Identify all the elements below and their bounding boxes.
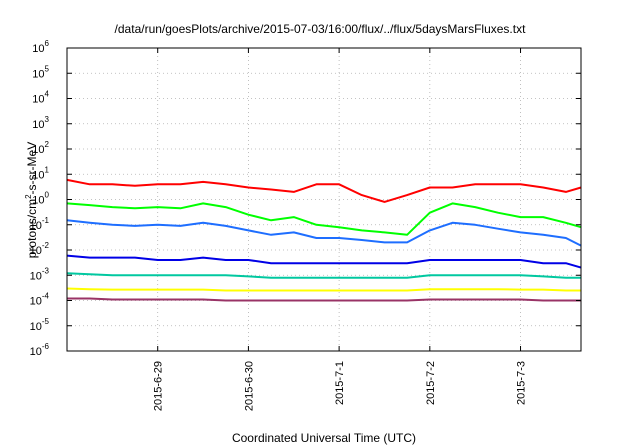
series-layer	[66, 178, 582, 302]
series-line-3	[66, 219, 582, 247]
series-line-6	[66, 287, 581, 292]
series-line-7	[67, 297, 581, 302]
y-tick-label: 100	[32, 191, 49, 207]
x-tick-label: 2015-7-3	[516, 361, 528, 405]
series-line-5	[66, 272, 581, 279]
y-tick-label: 10-3	[30, 266, 50, 282]
y-axis-label: protons/cm2-s-sr-MeV	[24, 142, 39, 258]
y-tick-label: 101	[32, 165, 49, 181]
y-axis-label-sup: 2	[24, 194, 33, 199]
y-tick-label: 105	[32, 64, 49, 80]
chart-title: /data/run/goesPlots/archive/2015-07-03/1…	[114, 22, 526, 36]
y-tick-label: 10-4	[30, 292, 50, 308]
series-line-1	[66, 178, 582, 203]
y-axis-label-main: protons/cm	[25, 199, 39, 258]
y-tick-label: 10-6	[30, 342, 50, 358]
y-tick-label: 10-2	[30, 241, 50, 257]
x-tick-label: 2015-7-1	[334, 361, 346, 405]
grid	[67, 48, 581, 351]
y-tick-label: 104	[32, 90, 49, 106]
x-axis-label: Coordinated Universal Time (UTC)	[232, 431, 416, 445]
y-tick-label: 103	[32, 115, 49, 131]
x-tick-label: 2015-6-30	[243, 361, 255, 411]
y-tick-label: 10-5	[30, 317, 50, 333]
x-tick-label: 2015-7-2	[425, 361, 437, 405]
axes: 10-6 10-5 10-4 10-3 10-2 10-1 100 101 102 103 104 1…	[30, 39, 581, 411]
y-tick-label: 10-1	[30, 216, 50, 232]
series-line-4	[66, 254, 582, 269]
y-axis-label-tail: -s-sr-MeV	[25, 142, 39, 195]
y-tick-label: 106	[32, 39, 49, 55]
series-line-2	[66, 202, 582, 236]
x-tick-label: 2015-6-29	[153, 361, 165, 411]
y-tick-label: 102	[32, 140, 49, 156]
